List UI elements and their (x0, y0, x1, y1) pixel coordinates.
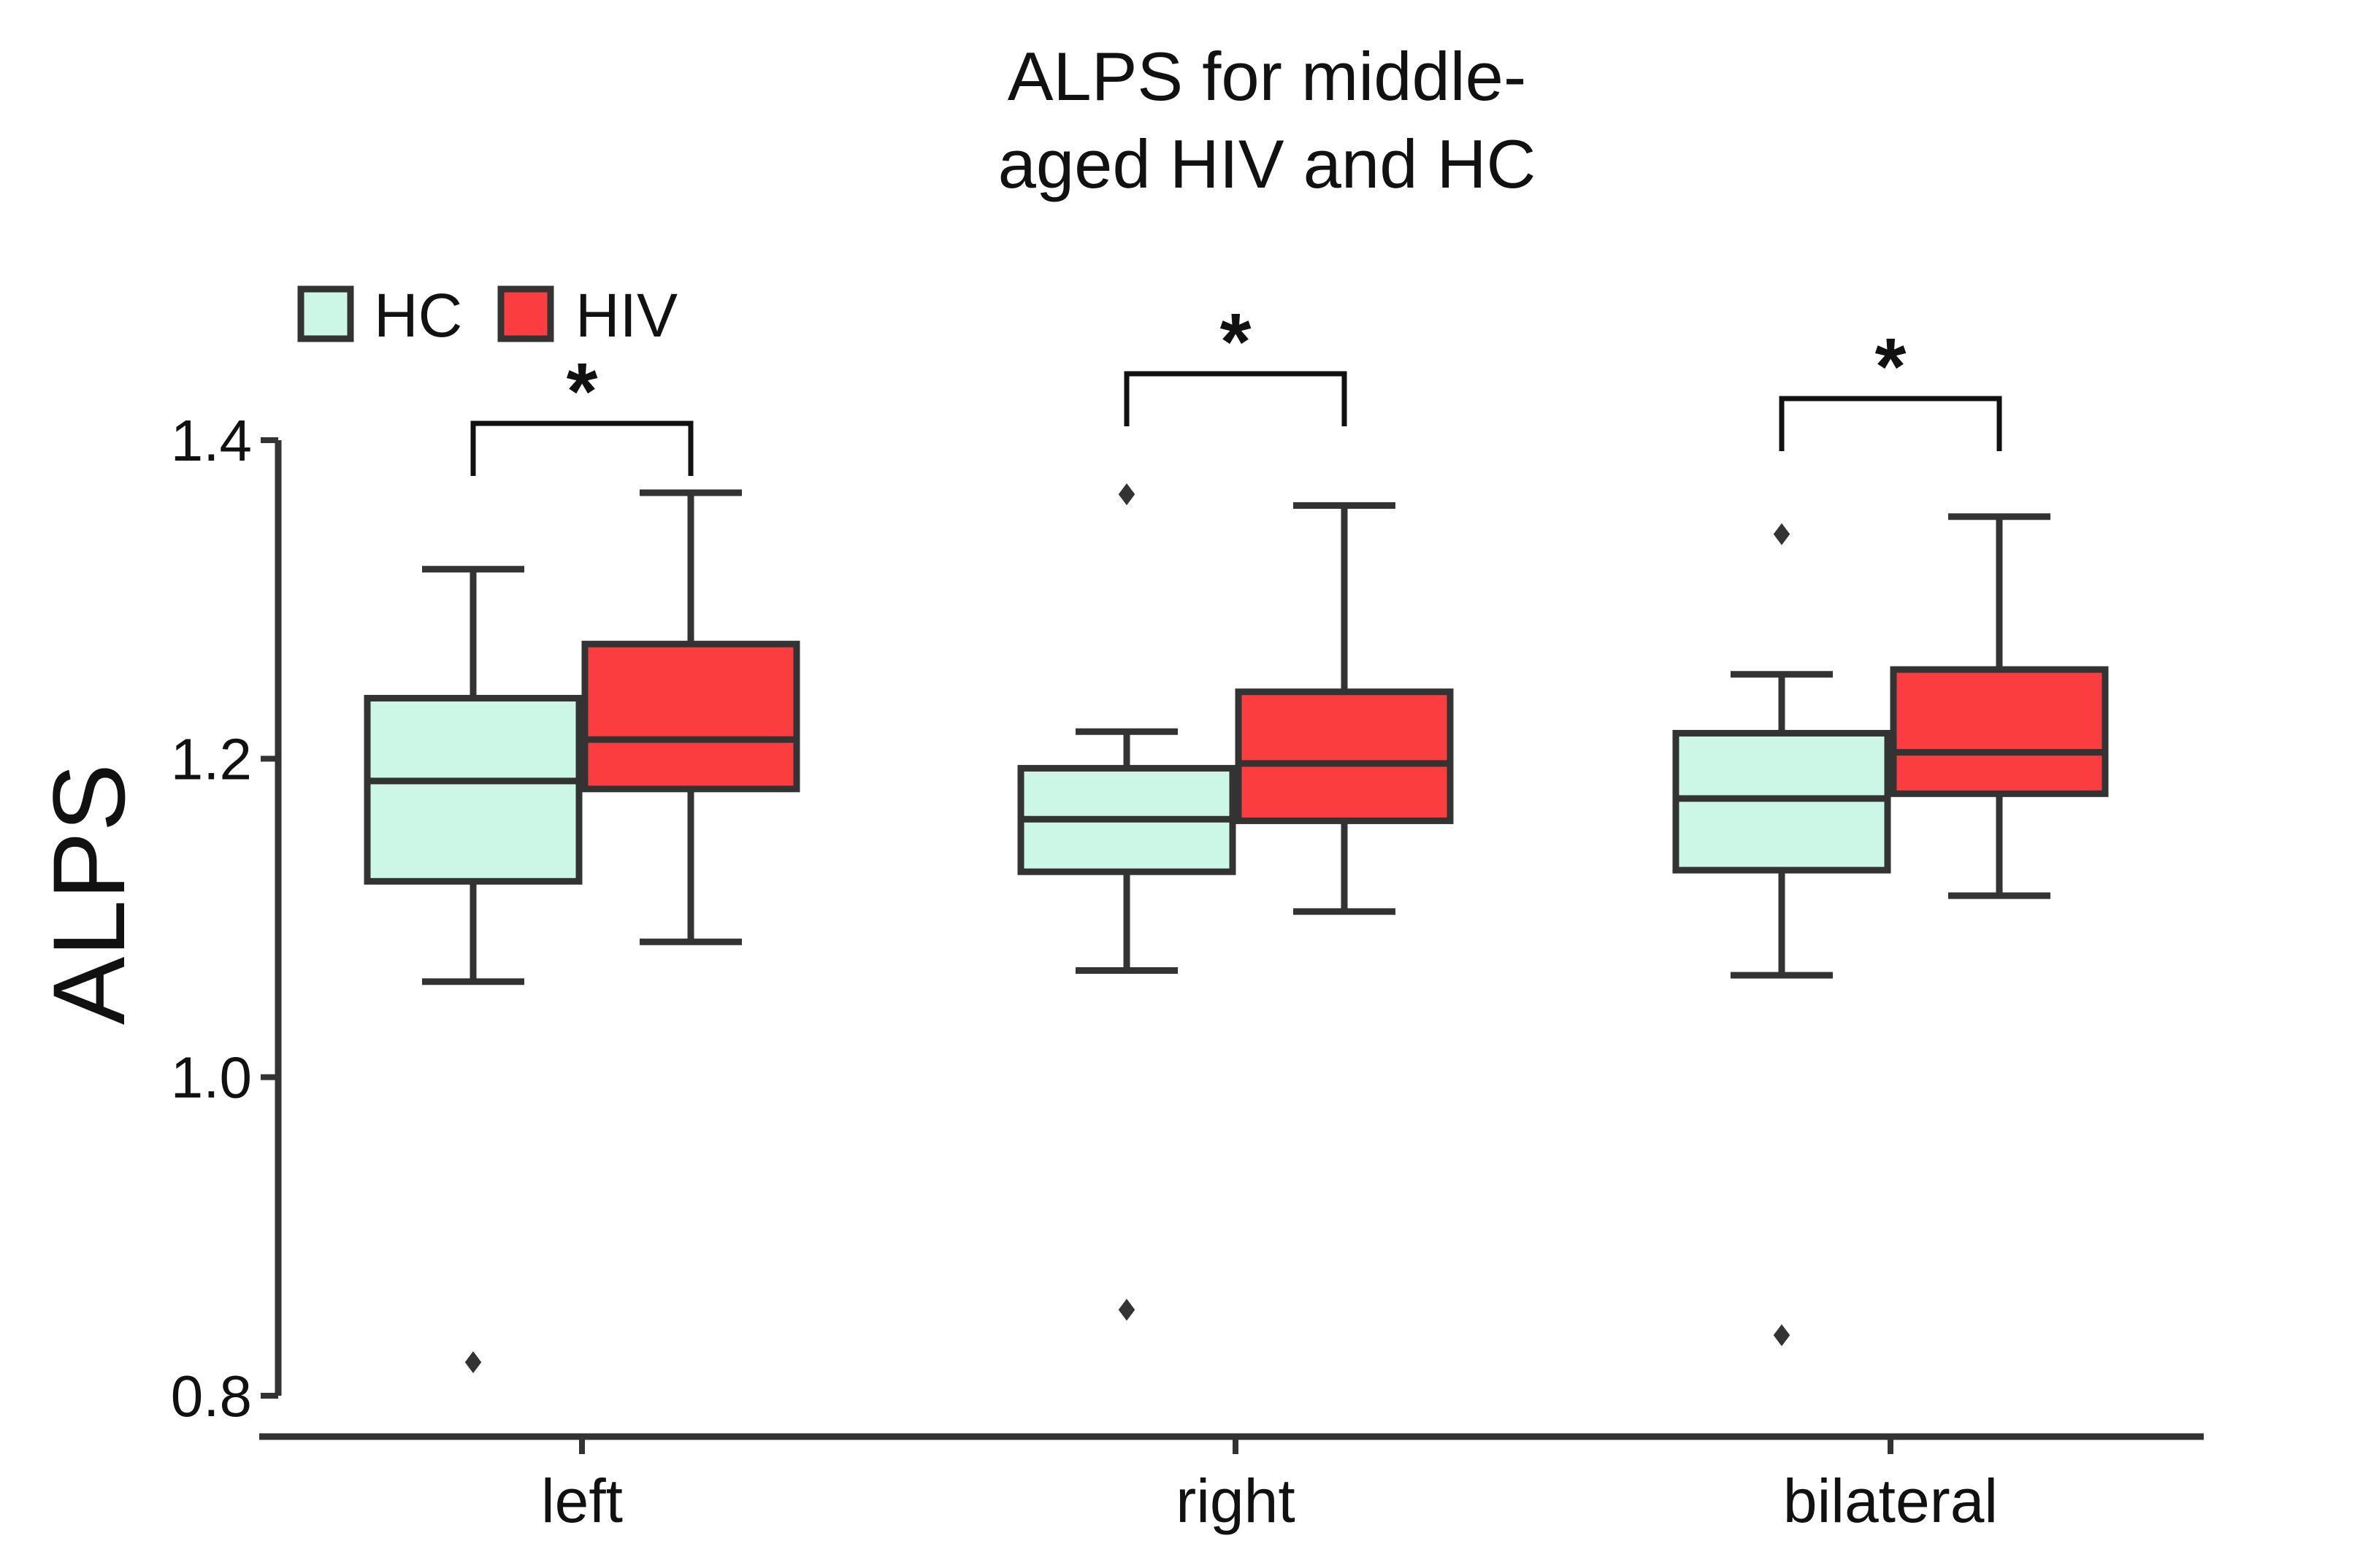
axes: 0.8 1.0 1.2 1.4 left right bilateral (171, 408, 2204, 1535)
significance-brackets: * * * (470, 297, 2002, 476)
x-category-label-left: left (541, 1467, 623, 1535)
y-tick-label: 1.2 (171, 726, 252, 791)
legend-label-hc: HC (374, 281, 462, 350)
legend-label-hiv: HIV (575, 281, 678, 350)
iqr-box (364, 694, 583, 885)
y-tick-label: 1.0 (171, 1045, 252, 1110)
title-line-2: aged HIV and HC (998, 126, 1536, 202)
chart-title: ALPS for middle- aged HIV and HC (998, 38, 1536, 202)
x-category-label-bilateral: bilateral (1783, 1467, 1998, 1535)
legend: HC HIV (297, 281, 678, 350)
y-tick-label: 0.8 (171, 1364, 252, 1429)
box-plots (364, 483, 2109, 1374)
significance-left: * (470, 347, 694, 476)
outlier-point (464, 1351, 482, 1374)
box-hc-bilateral (1672, 523, 1891, 1347)
iqr-box (1235, 688, 1454, 824)
y-axis-label: ALPS (31, 764, 146, 1025)
outlier-point (1118, 1299, 1135, 1321)
x-category-label-right: right (1176, 1467, 1295, 1535)
box-hiv-bilateral (1890, 513, 2109, 899)
significance-bracket (1779, 396, 2002, 451)
iqr-box (1890, 666, 2109, 797)
box-hiv-right (1235, 501, 1454, 915)
significance-bilateral: * (1779, 322, 2002, 451)
significance-bracket (470, 420, 694, 476)
title-line-1: ALPS for middle- (1008, 38, 1527, 115)
significance-right: * (1124, 297, 1347, 426)
box-hiv-left (581, 489, 800, 945)
box-hc-right (1017, 483, 1236, 1321)
significance-star: * (1220, 297, 1252, 387)
outlier-point (1773, 523, 1790, 545)
significance-bracket (1124, 371, 1347, 426)
y-tick-label: 1.4 (171, 408, 252, 473)
significance-star: * (1875, 322, 1907, 412)
outlier-point (1773, 1324, 1790, 1347)
iqr-box (581, 640, 800, 793)
outlier-point (1118, 483, 1135, 506)
box-hc-left (364, 566, 583, 1374)
legend-swatch-hc (297, 285, 354, 342)
significance-star: * (567, 347, 598, 437)
legend-swatch-hiv (497, 285, 554, 342)
